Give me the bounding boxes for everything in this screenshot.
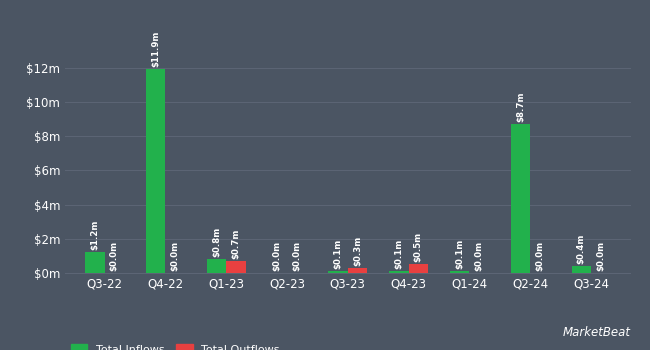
Text: $0.0m: $0.0m <box>474 241 484 271</box>
Text: $0.0m: $0.0m <box>292 241 301 271</box>
Bar <box>226 261 246 273</box>
Text: $0.1m: $0.1m <box>455 239 464 269</box>
Bar <box>85 252 105 273</box>
Bar <box>450 271 469 273</box>
Text: $0.7m: $0.7m <box>231 229 240 259</box>
Text: $0.0m: $0.0m <box>273 241 281 271</box>
Text: $0.0m: $0.0m <box>596 241 605 271</box>
Text: $11.9m: $11.9m <box>151 31 160 67</box>
Text: $0.8m: $0.8m <box>212 227 221 257</box>
Text: $1.2m: $1.2m <box>90 220 99 250</box>
Bar <box>146 69 165 273</box>
Text: $0.5m: $0.5m <box>414 232 422 262</box>
Text: MarketBeat: MarketBeat <box>562 327 630 340</box>
Text: $0.1m: $0.1m <box>333 239 343 269</box>
Text: $0.0m: $0.0m <box>170 241 179 271</box>
Bar <box>571 266 591 273</box>
Bar <box>348 268 367 273</box>
Bar <box>389 271 409 273</box>
Text: $0.3m: $0.3m <box>353 236 362 266</box>
Bar <box>409 265 428 273</box>
Bar <box>207 259 226 273</box>
Text: $0.0m: $0.0m <box>110 241 119 271</box>
Text: $0.1m: $0.1m <box>395 239 404 269</box>
Bar <box>328 271 348 273</box>
Text: $0.4m: $0.4m <box>577 234 586 264</box>
Text: $0.0m: $0.0m <box>536 241 545 271</box>
Bar <box>511 124 530 273</box>
Text: $8.7m: $8.7m <box>516 92 525 122</box>
Legend: Total Inflows, Total Outflows: Total Inflows, Total Outflows <box>71 344 280 350</box>
